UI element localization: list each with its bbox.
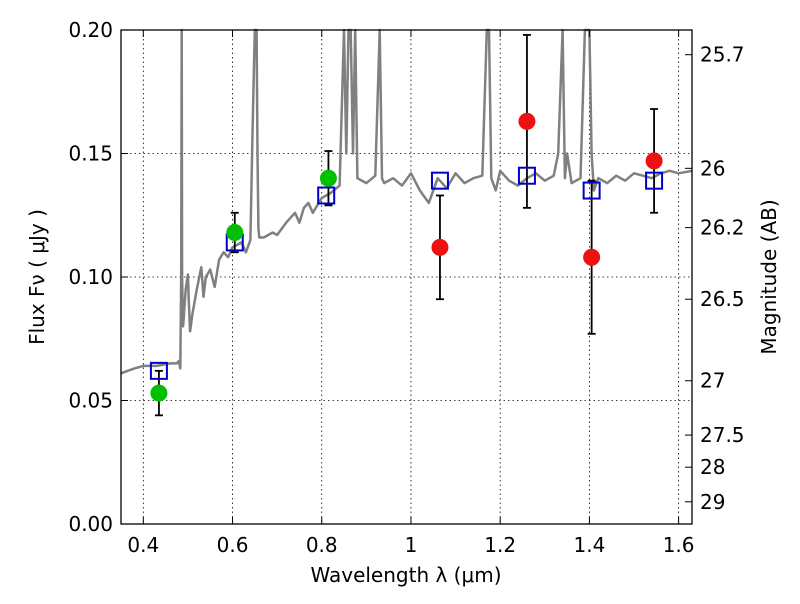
- x-tick-label: 1.6: [663, 533, 695, 557]
- x-tick-label: 0.4: [127, 533, 159, 557]
- y-axis-title: Flux Fν ( μJy ): [25, 209, 49, 345]
- y2-tick-label: 27: [700, 369, 725, 393]
- model-photometry-square: [645, 171, 664, 190]
- x-tick-label: 1: [405, 533, 418, 557]
- axis-ticks: 0.4 0.6 0.8 1 1.2 1.4 1.6 0.00 0.05 0.10 0.15 0.20 2…: [68, 18, 744, 557]
- x-tick-label: 1.4: [573, 533, 605, 557]
- observed-infrared-point: [518, 112, 536, 130]
- y2-axis-title: Magnitude (AB): [757, 199, 781, 354]
- y-tick-label: 0.15: [68, 142, 113, 166]
- model-photometry-square: [317, 186, 336, 205]
- y2-tick-label: 29: [700, 490, 725, 514]
- y-tick-label: 0.20: [68, 18, 113, 42]
- y2-tick-label: 26.2: [700, 216, 745, 240]
- y2-tick-label: 26: [700, 156, 725, 180]
- observed-infrared-point: [431, 238, 449, 256]
- x-tick-label: 0.6: [217, 533, 249, 557]
- observed-optical-point: [226, 224, 244, 242]
- observed-optical-point: [150, 384, 168, 402]
- x-tick-label: 0.8: [306, 533, 338, 557]
- y-tick-label: 0.00: [68, 512, 113, 536]
- observed-optical-point: [319, 169, 337, 187]
- observed-infrared-point: [583, 248, 601, 266]
- y2-tick-label: 27.5: [700, 423, 745, 447]
- model-photometry-square: [149, 361, 168, 380]
- y2-tick-label: 28: [700, 455, 725, 479]
- x-axis-title: Wavelength λ (μm): [310, 563, 501, 587]
- y2-tick-label: 26.5: [700, 287, 745, 311]
- model-photometry-square: [517, 166, 536, 185]
- model-photometry-square: [430, 171, 449, 190]
- y-tick-label: 0.10: [68, 265, 113, 289]
- y-tick-label: 0.05: [68, 389, 113, 413]
- y2-tick-label: 25.7: [700, 43, 745, 67]
- model-photometry-square: [582, 181, 601, 200]
- x-tick-label: 1.2: [484, 533, 516, 557]
- observed-infrared-point: [645, 152, 663, 170]
- data-markers: [149, 112, 664, 402]
